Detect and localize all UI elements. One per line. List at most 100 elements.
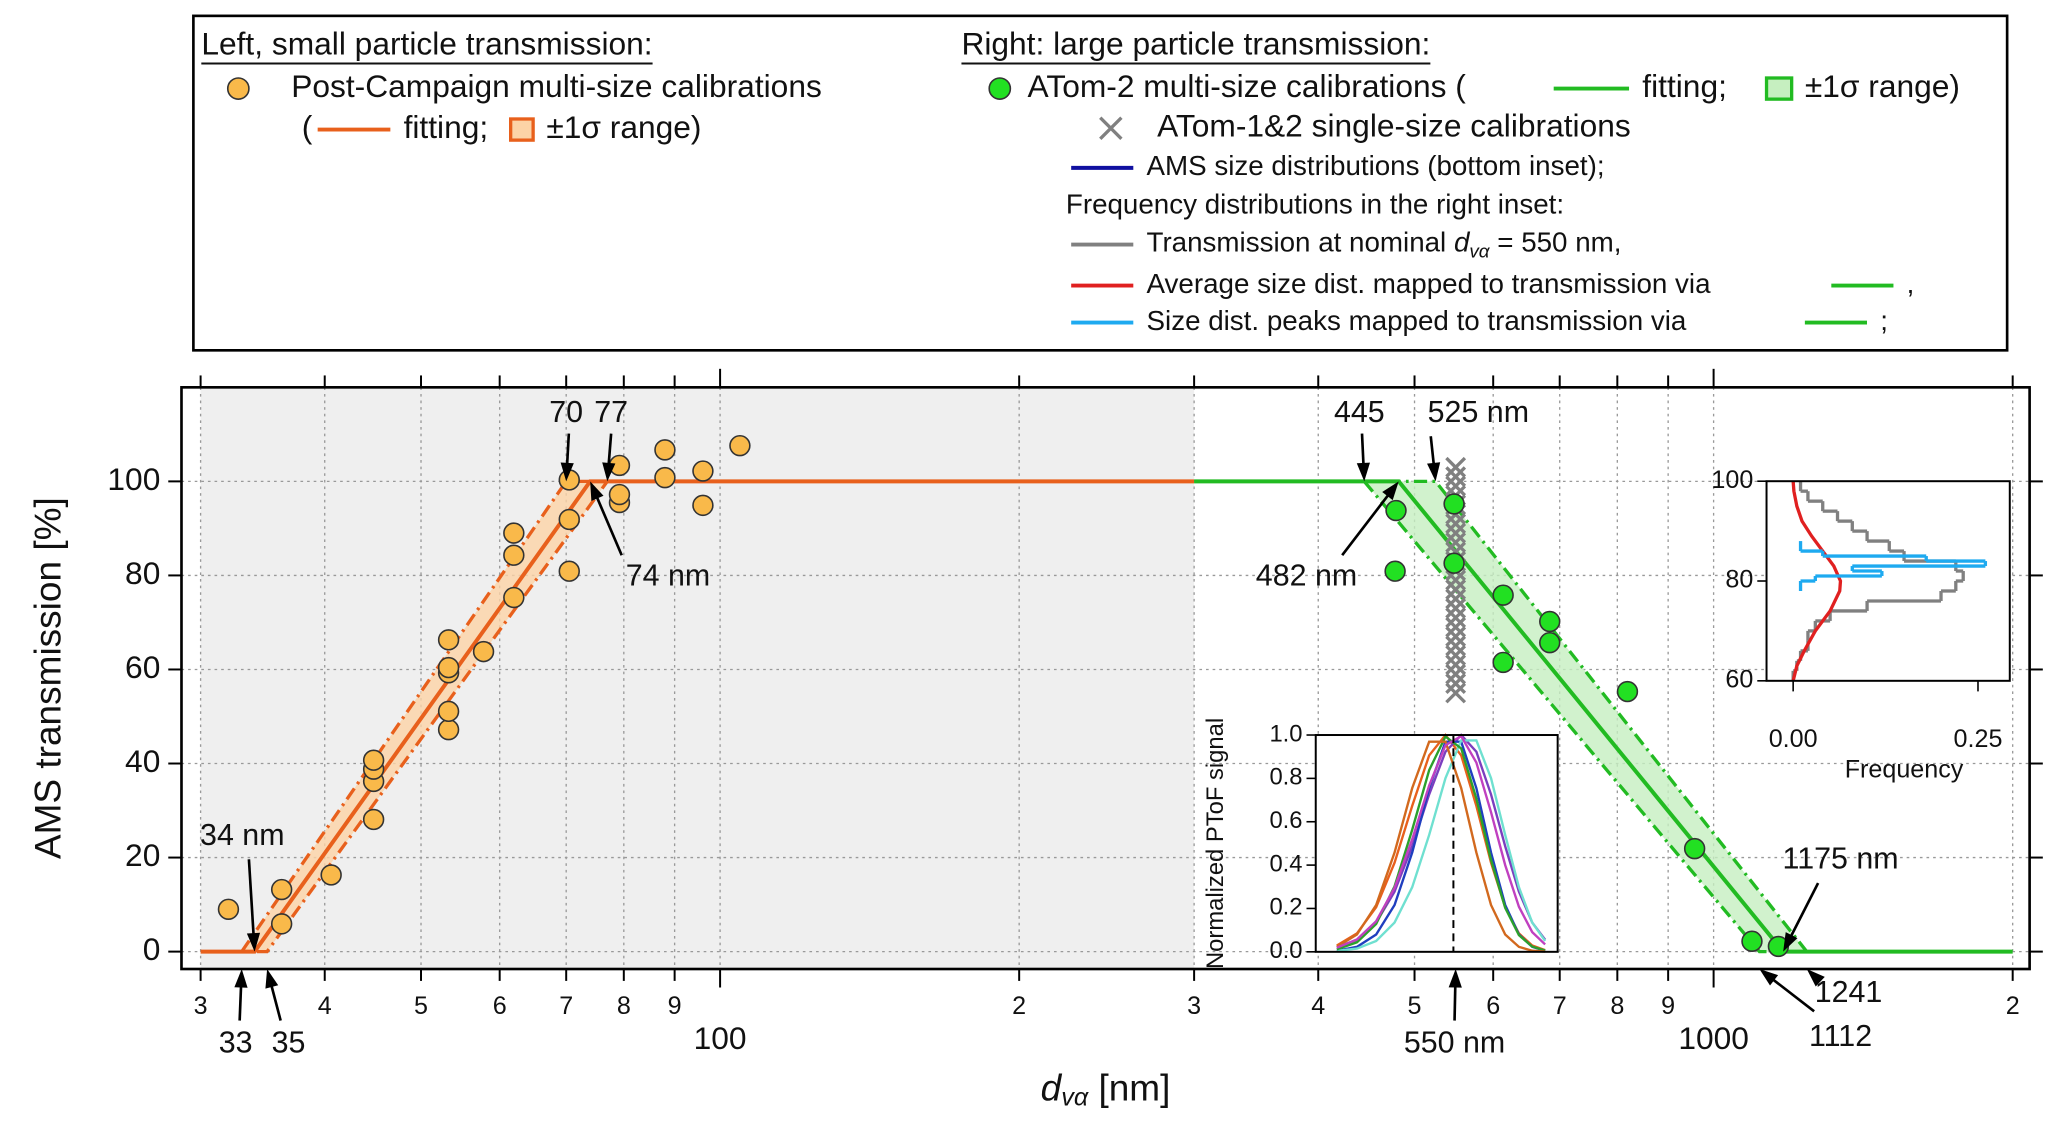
inset-frame [1314, 734, 1559, 953]
annotation-arrow [247, 859, 256, 940]
inset-frame [1765, 480, 2011, 682]
calibration-point [1385, 499, 1407, 522]
inset-y-tick-label: 0.2 [1269, 894, 1302, 921]
arrow-head [1427, 462, 1441, 482]
x-tick-label: 2 [2006, 992, 2020, 1020]
legend-label: Post-Campaign multi-size calibrations [291, 68, 822, 104]
x-marker [1445, 654, 1467, 676]
arrow-head [1783, 932, 1798, 952]
text-part: d [1454, 227, 1471, 258]
legend-swatch [1764, 76, 1794, 101]
calibration-point [270, 878, 293, 901]
calibration-point [692, 494, 714, 517]
x-marker [1445, 597, 1467, 619]
fit-line [200, 479, 1195, 954]
calibration-point [558, 508, 580, 531]
x-tick-label: 1000 [1678, 1020, 1749, 1056]
x-tick-label: 4 [318, 992, 332, 1020]
calibration-point [270, 913, 293, 935]
legend-label: fitting; [1642, 68, 1727, 104]
annotation-label: 74 nm [626, 559, 710, 593]
annotation-label: 445 [1334, 395, 1385, 429]
inset-y-tick-label: 0.8 [1269, 764, 1302, 791]
legend-label: AMS size distributions (bottom inset); [1147, 150, 1605, 181]
x-tick-label: 3 [194, 992, 208, 1020]
legend-label: fitting; [404, 109, 489, 145]
calibration-point [437, 656, 460, 679]
text-part: Transmission at nominal [1147, 227, 1454, 258]
text-part: = 550 nm, [1490, 227, 1622, 258]
calibration-point [437, 700, 460, 723]
annotation-arrow [268, 980, 282, 1021]
text-part: vα [1061, 1083, 1089, 1111]
x-tick-label: 7 [1553, 992, 1567, 1020]
inset-y-tick-label: 1.0 [1269, 720, 1302, 747]
calibration-point [1384, 560, 1406, 582]
x-tick-label: 6 [493, 992, 507, 1020]
calibration-point [1683, 837, 1706, 860]
legend-marker [226, 77, 250, 100]
inset-y-tick-label: 0.0 [1269, 937, 1302, 964]
annotation-label: 550 nm [1404, 1025, 1505, 1059]
calibration-point [217, 898, 240, 920]
legend-label: ±1σ range) [546, 109, 701, 145]
arrow-head [1759, 969, 1779, 986]
inset-y-tick-label: 100 [1711, 466, 1753, 494]
x-marker [1445, 644, 1467, 666]
arrow-head [234, 969, 248, 988]
annotation-label: 1241 [1815, 975, 1883, 1009]
size-distribution [1336, 739, 1547, 953]
mapped-distribution [1791, 481, 1843, 682]
x-tick-label: 8 [617, 992, 631, 1020]
x-tick-label: 8 [1610, 992, 1624, 1020]
shaded-region [200, 388, 1195, 968]
x-axis-label: dvα [nm] [1041, 1066, 1171, 1111]
y-tick-label: 20 [125, 837, 160, 873]
legend-box [192, 14, 2009, 352]
legend-label: ±1σ range) [1805, 68, 1960, 104]
legend-swatch [509, 117, 535, 142]
x-tick-label: 4 [1311, 992, 1325, 1020]
x-marker [1445, 532, 1467, 553]
annotation-arrow [238, 980, 243, 1021]
annotation-label: 33 [219, 1025, 253, 1059]
annotation-arrow [1787, 882, 1820, 942]
arrow-head [590, 481, 604, 501]
calibration-point [729, 434, 751, 457]
legend-label: Frequency distributions in the right ins… [1066, 189, 1564, 220]
text-part: d [1041, 1066, 1063, 1108]
arrow-head [560, 462, 574, 482]
calibration-point [503, 586, 525, 609]
fit-line [1194, 479, 2013, 954]
calibration-point [1539, 610, 1561, 633]
x-marker [1445, 682, 1467, 704]
x-tick-label: 7 [559, 992, 573, 1020]
x-marker [1445, 456, 1467, 478]
calibration-point [503, 522, 525, 544]
legend-label: ; [1880, 305, 1888, 336]
calibration-point [1443, 552, 1465, 574]
text-part: vα [1469, 240, 1490, 261]
y-tick-label: 100 [107, 461, 160, 497]
inset-x-axis-label: Frequency [1845, 755, 1964, 783]
calibration-point [437, 629, 460, 651]
legend-marker [988, 77, 1012, 100]
annotation-label: 77 [594, 395, 628, 429]
text-part: [nm] [1088, 1066, 1170, 1108]
inset-x-tick-label: 0.25 [1954, 725, 2003, 753]
annotation-arrow [1341, 490, 1393, 557]
y-tick-label: 0 [143, 931, 161, 967]
x-tick-label: 2 [1012, 992, 1026, 1020]
annotation-label: 1175 nm [1783, 842, 1899, 876]
legend-label: ATom-2 multi-size calibrations ( [1028, 68, 1467, 104]
x-marker [1445, 673, 1467, 695]
calibration-point [320, 864, 342, 886]
x-marker [1445, 663, 1467, 685]
y-tick-label: 80 [125, 555, 160, 591]
arrow-head [1382, 481, 1399, 501]
calibration-point [1492, 651, 1514, 674]
y-tick-label: 60 [125, 649, 160, 685]
inset-y-tick-label: 0.6 [1269, 807, 1302, 834]
inset-x-tick-label: 0.00 [1769, 725, 1818, 753]
